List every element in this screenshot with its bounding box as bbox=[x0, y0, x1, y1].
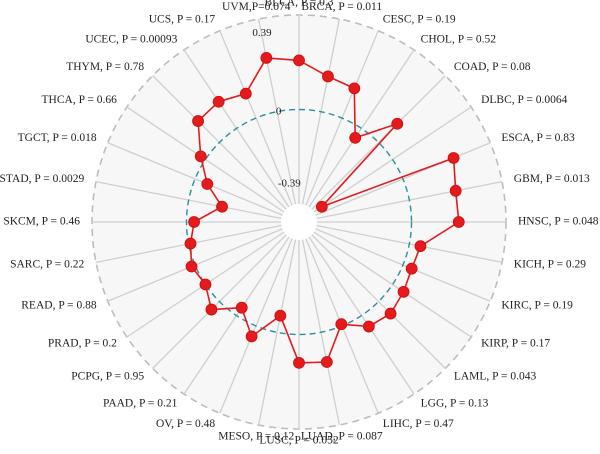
data-point bbox=[188, 216, 200, 228]
data-point bbox=[397, 285, 410, 298]
data-point bbox=[194, 150, 207, 163]
radial-tick-label: 0.39 bbox=[252, 27, 272, 39]
category-label: STAD, P = 0.0029 bbox=[0, 173, 84, 185]
radial-tick-labels: -0.39 0 0.39 bbox=[252, 27, 301, 189]
category-label: MESO, P = 0.12 bbox=[218, 430, 294, 442]
radial-tick-label: 0 bbox=[276, 105, 282, 117]
data-point bbox=[274, 309, 287, 322]
data-point bbox=[293, 54, 305, 67]
category-label: LAML, P = 0.043 bbox=[454, 370, 537, 382]
data-point bbox=[184, 237, 197, 250]
category-label: SKCM, P = 0.46 bbox=[3, 216, 80, 228]
category-label: LGG, P = 0.13 bbox=[421, 398, 489, 410]
data-point bbox=[391, 117, 404, 130]
data-point bbox=[315, 200, 328, 213]
category-label: HNSC, P = 0.048 bbox=[518, 216, 599, 228]
center-hole bbox=[281, 204, 317, 240]
category-label: SARC, P = 0.22 bbox=[10, 258, 84, 270]
data-point bbox=[185, 260, 198, 273]
category-label: PRAD, P = 0.2 bbox=[48, 337, 117, 349]
category-label: ESCA, P = 0.83 bbox=[501, 132, 575, 144]
category-label: UVM,P=0.074 bbox=[222, 1, 291, 13]
data-point bbox=[235, 301, 248, 314]
category-label: KICH, P = 0.29 bbox=[514, 258, 586, 270]
category-label: CHOL, P = 0.52 bbox=[421, 34, 497, 46]
category-label: LIHC, P = 0.47 bbox=[383, 418, 454, 430]
spoke-line bbox=[311, 234, 446, 369]
data-point bbox=[362, 320, 375, 333]
category-label: TGCT, P = 0.018 bbox=[18, 132, 97, 144]
data-point bbox=[414, 240, 427, 253]
category-label: COAD, P = 0.08 bbox=[454, 61, 531, 73]
category-label: CESC, P = 0.19 bbox=[383, 13, 456, 25]
data-point bbox=[216, 200, 228, 213]
data-point bbox=[384, 307, 397, 320]
data-point bbox=[447, 152, 460, 164]
category-label: READ, P = 0.88 bbox=[21, 299, 97, 311]
category-label: THYM, P = 0.78 bbox=[66, 61, 144, 73]
data-point bbox=[293, 356, 305, 369]
data-point bbox=[322, 70, 334, 83]
category-label: BLCA, P = 0.3 bbox=[265, 0, 334, 9]
data-point bbox=[245, 330, 258, 343]
data-point bbox=[212, 95, 225, 108]
spoke-line bbox=[257, 239, 297, 426]
data-point bbox=[192, 115, 204, 127]
data-point bbox=[452, 216, 465, 228]
category-label: UCEC, P = 0.00093 bbox=[85, 34, 177, 46]
data-point bbox=[239, 87, 252, 100]
category-label: GBM, P = 0.013 bbox=[514, 173, 590, 185]
category-label: UCS, P = 0.17 bbox=[149, 13, 216, 25]
category-label: LUAD, P = 0.087 bbox=[301, 430, 383, 442]
spoke-line bbox=[107, 142, 283, 216]
data-point bbox=[449, 184, 462, 197]
data-point bbox=[205, 303, 218, 316]
series-layer bbox=[184, 52, 465, 369]
spoke-line bbox=[313, 231, 472, 338]
spoke-line bbox=[313, 106, 472, 213]
data-point bbox=[199, 278, 212, 291]
radial-tick-label: -0.39 bbox=[278, 178, 301, 190]
data-point bbox=[348, 82, 361, 95]
spoke-line bbox=[257, 18, 297, 205]
category-label: KIRC, P = 0.19 bbox=[501, 299, 573, 311]
category-label: BRCA, P = 0.011 bbox=[301, 1, 382, 13]
data-point bbox=[335, 318, 348, 331]
category-label: DLBC, P = 0.0064 bbox=[481, 94, 568, 106]
zero-ring bbox=[185, 108, 413, 336]
category-label: PCPG, P = 0.95 bbox=[71, 370, 144, 382]
category-label: THCA, P = 0.66 bbox=[42, 94, 118, 106]
spoke-line bbox=[311, 75, 446, 210]
data-point bbox=[405, 262, 418, 275]
data-point bbox=[320, 356, 333, 368]
category-label: LUSC, P = 0.052 bbox=[259, 435, 338, 447]
category-label: KIRP, P = 0.17 bbox=[481, 337, 550, 349]
data-point bbox=[201, 178, 214, 190]
category-label: PAAD, P = 0.21 bbox=[103, 398, 178, 410]
data-point bbox=[260, 52, 273, 64]
data-point bbox=[349, 131, 362, 144]
category-label: OV, P = 0.48 bbox=[156, 418, 215, 430]
